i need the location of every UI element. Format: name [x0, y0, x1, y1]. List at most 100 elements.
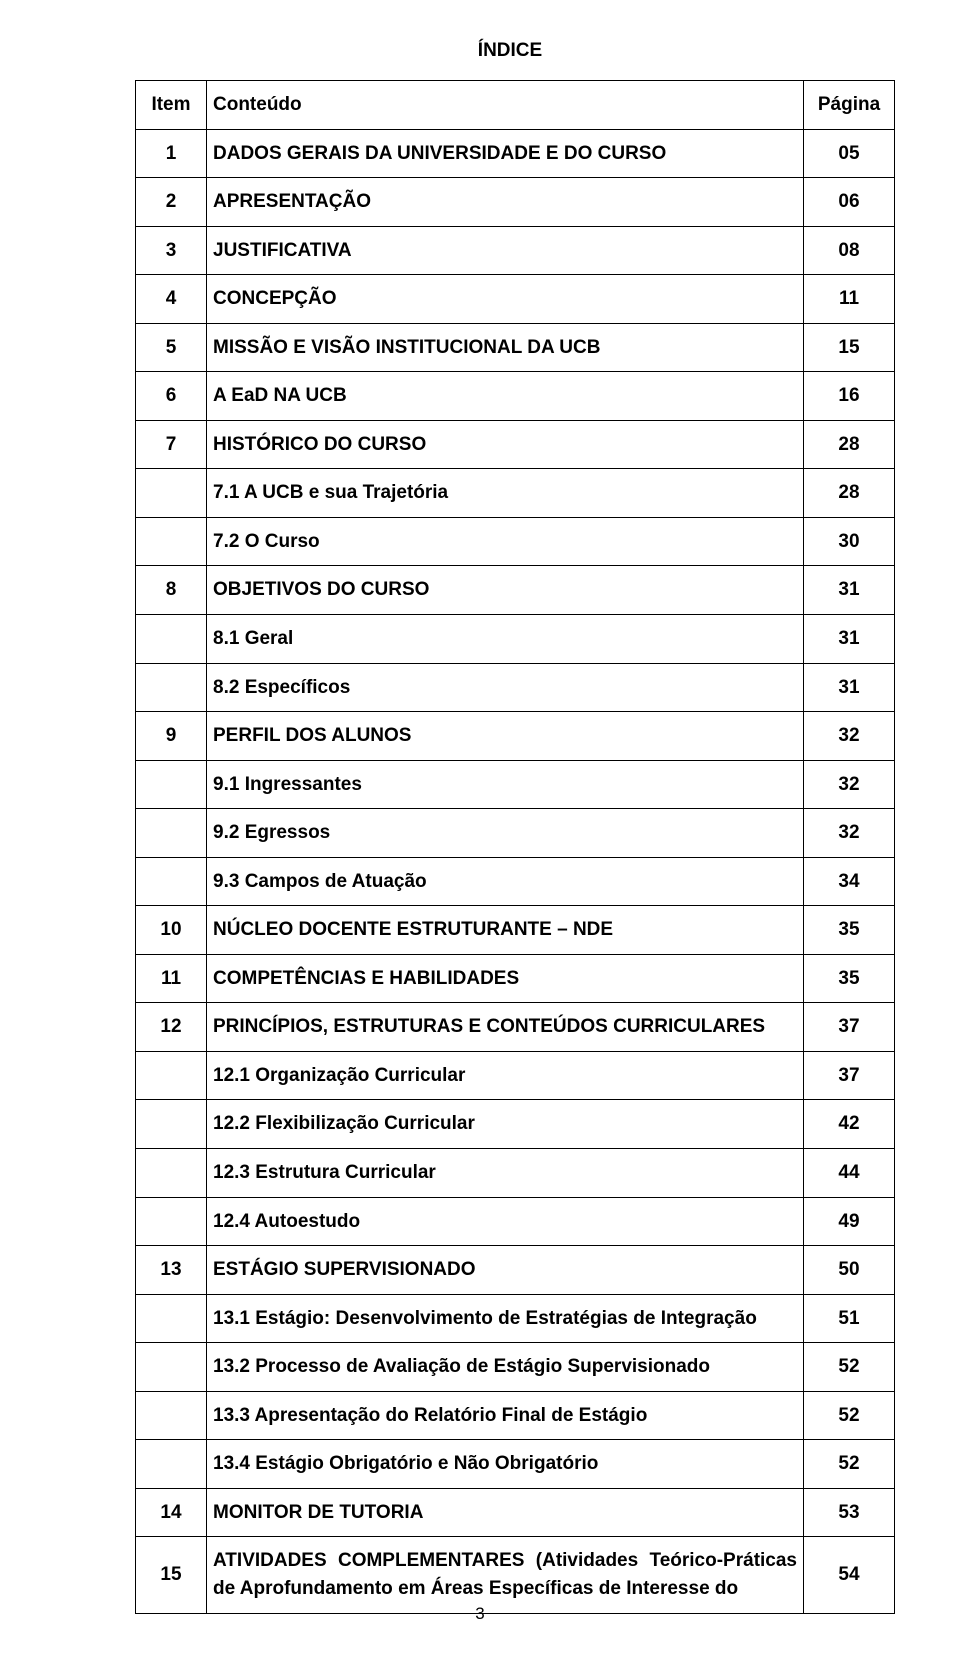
- row-item: [136, 1100, 207, 1149]
- row-page: 15: [804, 323, 895, 372]
- row-item: [136, 760, 207, 809]
- row-page: 35: [804, 906, 895, 955]
- row-item: 11: [136, 954, 207, 1003]
- row-page: 31: [804, 663, 895, 712]
- row-content: MISSÃO E VISÃO INSTITUCIONAL DA UCB: [207, 323, 804, 372]
- page-number: 3: [0, 1604, 960, 1624]
- row-page: 52: [804, 1440, 895, 1489]
- row-content: ESTÁGIO SUPERVISIONADO: [207, 1246, 804, 1295]
- row-page: 52: [804, 1391, 895, 1440]
- row-page: 52: [804, 1343, 895, 1392]
- row-content: 12.3 Estrutura Curricular: [207, 1149, 804, 1198]
- row-content: 12.4 Autoestudo: [207, 1197, 804, 1246]
- row-content: 9.1 Ingressantes: [207, 760, 804, 809]
- row-content: 13.2 Processo de Avaliação de Estágio Su…: [207, 1343, 804, 1392]
- row-page: 37: [804, 1051, 895, 1100]
- row-item: 4: [136, 275, 207, 324]
- row-content: CONCEPÇÃO: [207, 275, 804, 324]
- row-content: APRESENTAÇÃO: [207, 178, 804, 227]
- row-page: 42: [804, 1100, 895, 1149]
- table-row: 13ESTÁGIO SUPERVISIONADO50: [136, 1246, 895, 1295]
- row-page: 32: [804, 809, 895, 858]
- table-row: 11COMPETÊNCIAS E HABILIDADES35: [136, 954, 895, 1003]
- table-row: 3JUSTIFICATIVA08: [136, 226, 895, 275]
- row-content: OBJETIVOS DO CURSO: [207, 566, 804, 615]
- table-row: 7HISTÓRICO DO CURSO28: [136, 420, 895, 469]
- table-row: 8.2 Específicos31: [136, 663, 895, 712]
- table-of-contents: Item Conteúdo Página 1DADOS GERAIS DA UN…: [135, 80, 895, 1614]
- row-item: [136, 857, 207, 906]
- table-row: 1DADOS GERAIS DA UNIVERSIDADE E DO CURSO…: [136, 129, 895, 178]
- row-page: 53: [804, 1488, 895, 1537]
- table-row: 8OBJETIVOS DO CURSO31: [136, 566, 895, 615]
- row-item: [136, 517, 207, 566]
- table-row: 12.2 Flexibilização Curricular42: [136, 1100, 895, 1149]
- row-page: 30: [804, 517, 895, 566]
- header-content: Conteúdo: [207, 81, 804, 130]
- row-page: 16: [804, 372, 895, 421]
- row-content: NÚCLEO DOCENTE ESTRUTURANTE – NDE: [207, 906, 804, 955]
- row-item: 2: [136, 178, 207, 227]
- row-content: 13.3 Apresentação do Relatório Final de …: [207, 1391, 804, 1440]
- row-item: [136, 1149, 207, 1198]
- table-row: 9.2 Egressos32: [136, 809, 895, 858]
- row-item: 14: [136, 1488, 207, 1537]
- table-row: 13.4 Estágio Obrigatório e Não Obrigatór…: [136, 1440, 895, 1489]
- row-content: 12.2 Flexibilização Curricular: [207, 1100, 804, 1149]
- table-row: 9.1 Ingressantes32: [136, 760, 895, 809]
- table-row: 5MISSÃO E VISÃO INSTITUCIONAL DA UCB15: [136, 323, 895, 372]
- row-page: 49: [804, 1197, 895, 1246]
- row-page: 44: [804, 1149, 895, 1198]
- row-item: [136, 1343, 207, 1392]
- table-row: 13.2 Processo de Avaliação de Estágio Su…: [136, 1343, 895, 1392]
- row-page: 28: [804, 469, 895, 518]
- row-page: 35: [804, 954, 895, 1003]
- table-row: 14MONITOR DE TUTORIA53: [136, 1488, 895, 1537]
- row-page: 32: [804, 712, 895, 761]
- toc-body: Item Conteúdo Página 1DADOS GERAIS DA UN…: [136, 81, 895, 1614]
- table-row: 12.1 Organização Curricular37: [136, 1051, 895, 1100]
- table-row: 12PRINCÍPIOS, ESTRUTURAS E CONTEÚDOS CUR…: [136, 1003, 895, 1052]
- row-content: 9.3 Campos de Atuação: [207, 857, 804, 906]
- row-item: [136, 1051, 207, 1100]
- table-row: 6A EaD NA UCB16: [136, 372, 895, 421]
- row-page: 37: [804, 1003, 895, 1052]
- row-page: 50: [804, 1246, 895, 1295]
- table-row: 12.3 Estrutura Curricular44: [136, 1149, 895, 1198]
- table-row: 13.1 Estágio: Desenvolvimento de Estraté…: [136, 1294, 895, 1343]
- row-item: 6: [136, 372, 207, 421]
- index-title: ÍNDICE: [135, 40, 885, 62]
- row-item: 1: [136, 129, 207, 178]
- row-item: [136, 663, 207, 712]
- row-item: 8: [136, 566, 207, 615]
- row-item: 15: [136, 1537, 207, 1613]
- row-page: 31: [804, 615, 895, 664]
- table-row: 4CONCEPÇÃO11: [136, 275, 895, 324]
- row-content: COMPETÊNCIAS E HABILIDADES: [207, 954, 804, 1003]
- row-page: 34: [804, 857, 895, 906]
- row-page: 51: [804, 1294, 895, 1343]
- row-item: 13: [136, 1246, 207, 1295]
- row-content: ATIVIDADES COMPLEMENTARES (Atividades Te…: [207, 1537, 804, 1613]
- header-item: Item: [136, 81, 207, 130]
- row-item: [136, 1197, 207, 1246]
- row-content: 9.2 Egressos: [207, 809, 804, 858]
- table-row: 13.3 Apresentação do Relatório Final de …: [136, 1391, 895, 1440]
- row-content: A EaD NA UCB: [207, 372, 804, 421]
- row-item: [136, 469, 207, 518]
- row-content: JUSTIFICATIVA: [207, 226, 804, 275]
- row-page: 54: [804, 1537, 895, 1613]
- row-page: 05: [804, 129, 895, 178]
- row-page: 06: [804, 178, 895, 227]
- row-item: [136, 1391, 207, 1440]
- header-page: Página: [804, 81, 895, 130]
- row-page: 28: [804, 420, 895, 469]
- row-content: 7.1 A UCB e sua Trajetória: [207, 469, 804, 518]
- table-row: 12.4 Autoestudo49: [136, 1197, 895, 1246]
- row-item: 12: [136, 1003, 207, 1052]
- toc-header-row: Item Conteúdo Página: [136, 81, 895, 130]
- table-row: 10NÚCLEO DOCENTE ESTRUTURANTE – NDE35: [136, 906, 895, 955]
- table-row: 15ATIVIDADES COMPLEMENTARES (Atividades …: [136, 1537, 895, 1613]
- row-item: 9: [136, 712, 207, 761]
- row-item: 3: [136, 226, 207, 275]
